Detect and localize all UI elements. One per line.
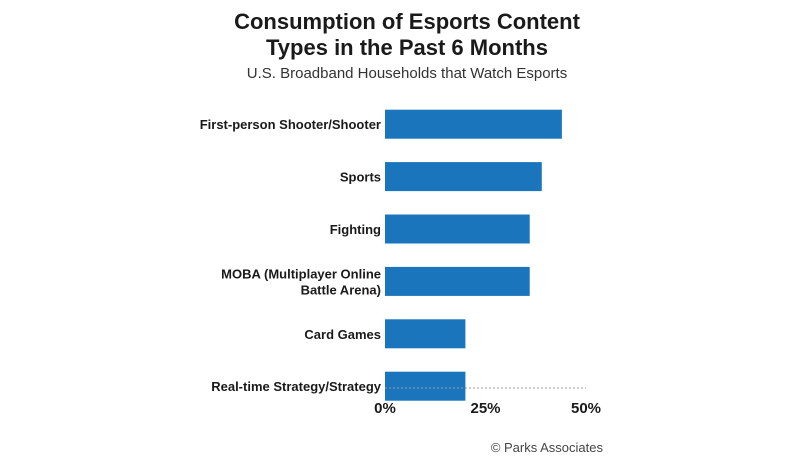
category-label: First-person Shooter/Shooter [200, 117, 381, 132]
source-label: © Parks Associates [491, 440, 604, 455]
bar [385, 266, 530, 296]
category-label: Real-time Strategy/Strategy [211, 379, 382, 394]
chart-title-line-1: Consumption of Esports Content [234, 9, 581, 34]
category-label: Battle Arena) [301, 282, 381, 297]
x-tick-label: 25% [470, 400, 500, 417]
category-label: Sports [340, 170, 381, 185]
category-label: Card Games [304, 327, 381, 342]
chart-subtitle: U.S. Broadband Households that Watch Esp… [247, 65, 567, 82]
x-tick-label: 0% [374, 400, 396, 417]
bar [385, 214, 530, 244]
x-ticks-group: 0% 25% 50% [374, 400, 601, 417]
category-label: Fighting [330, 222, 381, 237]
chart-title-line-2: Types in the Past 6 Months [266, 35, 548, 60]
bar [385, 371, 466, 401]
bar [385, 162, 542, 192]
bar [385, 109, 562, 139]
category-label: MOBA (Multiplayer Online [221, 266, 381, 281]
x-tick-label: 50% [571, 400, 601, 417]
bar [385, 319, 466, 349]
bars-group [385, 109, 562, 401]
category-labels-group: First-person Shooter/Shooter Sports Fighti… [200, 117, 382, 394]
